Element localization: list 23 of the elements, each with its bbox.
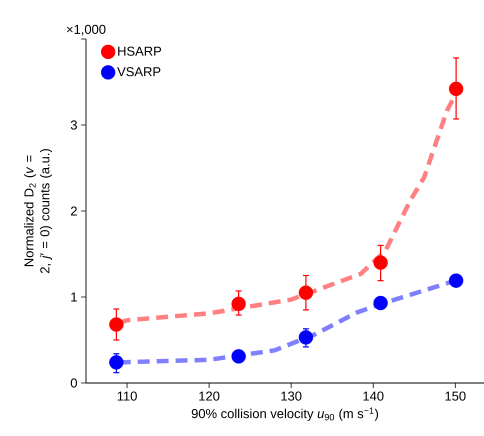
legend-label: VSARP bbox=[117, 67, 160, 76]
point bbox=[231, 349, 246, 364]
point bbox=[448, 82, 464, 96]
y-tick-label: 0 bbox=[70, 378, 77, 388]
x-tick-label: 130 bbox=[281, 391, 302, 401]
point bbox=[298, 330, 314, 345]
text: ×1,000 bbox=[66, 24, 106, 36]
y-tick-label: 1 bbox=[71, 292, 77, 302]
x-tick-label: 140 bbox=[363, 391, 384, 401]
point bbox=[231, 296, 246, 312]
point bbox=[373, 255, 388, 270]
legend-label: HSARP bbox=[118, 46, 162, 56]
x-tick-label: 150 bbox=[445, 391, 466, 401]
point bbox=[298, 286, 314, 300]
x-tick-label: 120 bbox=[199, 391, 220, 401]
y-tick-label: 3 bbox=[70, 120, 77, 130]
x-axis-title: 90% collision velocity u$_{90}$ (m s$^{−1}$) bbox=[192, 408, 378, 421]
point bbox=[109, 355, 124, 370]
x-tick-label: 110 bbox=[118, 391, 137, 401]
y-tick-label: 2 bbox=[70, 206, 77, 216]
point bbox=[109, 317, 124, 332]
point bbox=[448, 273, 464, 288]
point bbox=[373, 296, 388, 310]
